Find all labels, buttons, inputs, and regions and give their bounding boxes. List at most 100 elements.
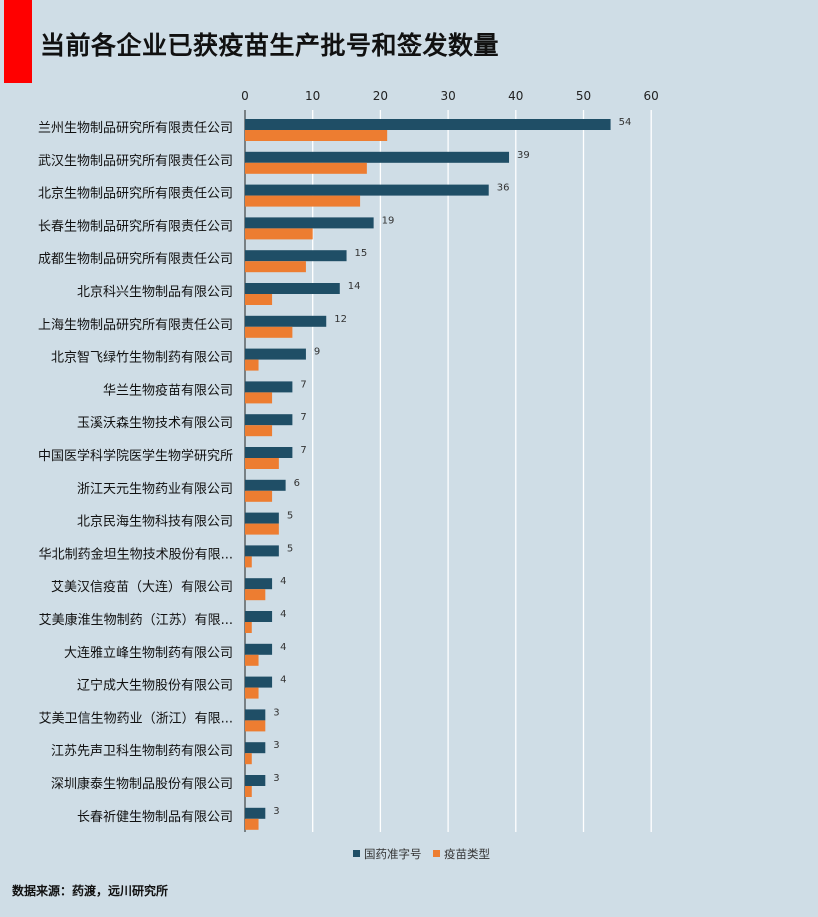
data-label: 5 (287, 511, 293, 522)
x-tick-label: 60 (644, 89, 659, 103)
category-label: 艾美康淮生物制药（江苏）有限... (39, 612, 233, 628)
data-label: 7 (300, 412, 306, 423)
bar-series-1 (245, 676, 273, 688)
bar-series-2 (245, 392, 273, 404)
data-label: 3 (273, 707, 279, 718)
x-tick-label: 0 (241, 89, 249, 103)
bar-series-1 (245, 611, 273, 622)
bar-series-1 (245, 545, 279, 557)
bar-series-2 (245, 589, 266, 601)
category-label: 江苏先声卫科生物制药有限公司 (51, 743, 233, 759)
bar-series-2 (245, 195, 361, 207)
data-label: 3 (273, 773, 279, 784)
x-tick-label: 10 (305, 89, 320, 103)
data-label: 9 (314, 347, 320, 358)
data-label: 4 (280, 576, 286, 587)
x-tick-label: 50 (576, 89, 591, 103)
bar-series-2 (245, 720, 266, 732)
data-label: 7 (300, 445, 306, 456)
bar-series-2 (245, 228, 313, 240)
legend-label-series-2: 疫苗类型 (444, 847, 490, 861)
bar-series-1 (245, 315, 327, 327)
data-label: 7 (300, 379, 306, 390)
category-label: 中国医学科学院医学生物学研究所 (38, 448, 233, 464)
category-label: 辽宁成大生物股份有限公司 (77, 678, 233, 694)
category-label: 大连雅立峰生物制药有限公司 (64, 645, 233, 661)
bar-series-1 (245, 479, 286, 491)
category-label: 武汉生物制品研究所有限责任公司 (38, 154, 233, 169)
bar-series-2 (245, 326, 293, 338)
bar-series-1 (245, 283, 340, 294)
category-label: 艾美汉信疫苗（大连）有限公司 (51, 579, 233, 595)
bar-series-2 (245, 294, 273, 305)
data-label: 15 (355, 248, 368, 259)
x-tick-label: 20 (373, 89, 388, 103)
category-label: 长春祈健生物制品有限公司 (77, 810, 233, 825)
bar-series-2 (245, 818, 259, 830)
bar-series-1 (245, 742, 266, 754)
data-label: 4 (280, 675, 286, 686)
data-label: 3 (273, 740, 279, 751)
category-label: 长春生物制品研究所有限责任公司 (38, 219, 233, 234)
bar-series-2 (245, 130, 388, 141)
bar-series-1 (245, 709, 266, 721)
data-source-note: 数据来源：药渡，远川研究所 (12, 884, 169, 898)
data-label: 12 (334, 314, 347, 325)
category-label: 华兰生物疫苗有限公司 (103, 382, 233, 398)
bar-series-1 (245, 348, 306, 360)
bar-series-2 (245, 622, 252, 633)
category-label: 北京智飞绿竹生物制药有限公司 (51, 351, 233, 366)
data-label: 54 (619, 117, 632, 128)
bar-series-1 (245, 250, 347, 262)
bar-series-1 (245, 217, 374, 229)
bar-series-2 (245, 556, 252, 568)
category-label: 上海生物制品研究所有限责任公司 (38, 318, 233, 333)
data-label: 36 (497, 183, 510, 194)
bar-series-1 (245, 414, 293, 426)
bar-series-1 (245, 512, 279, 524)
x-tick-label: 40 (508, 89, 523, 103)
data-label: 14 (348, 281, 361, 292)
category-label: 北京民海生物科技有限公司 (77, 515, 233, 530)
category-label: 成都生物制品研究所有限责任公司 (38, 252, 233, 267)
chart-title: 当前各企业已获疫苗生产批号和签发数量 (40, 31, 500, 60)
bar-series-2 (245, 458, 279, 469)
category-label: 艾美卫信生物药业（浙江）有限... (39, 711, 233, 726)
category-label: 华北制药金坦生物技术股份有限... (39, 546, 233, 562)
x-tick-label: 30 (440, 89, 455, 103)
bar-series-1 (245, 447, 293, 458)
bar-series-1 (245, 775, 266, 786)
bar-series-1 (245, 119, 611, 130)
bar-series-1 (245, 643, 273, 655)
category-label: 北京科兴生物制品有限公司 (77, 285, 233, 300)
bar-series-2 (245, 523, 279, 535)
bar-series-1 (245, 807, 266, 819)
category-label: 玉溪沃森生物技术有限公司 (77, 416, 233, 431)
bar-series-1 (245, 578, 273, 590)
bar-series-1 (245, 151, 510, 163)
data-label: 6 (294, 478, 300, 489)
bar-series-2 (245, 654, 259, 666)
category-label: 浙江天元生物药业有限公司 (77, 482, 233, 497)
data-label: 39 (517, 150, 530, 161)
bar-series-2 (245, 786, 252, 797)
bar-series-2 (245, 687, 259, 699)
data-label: 4 (280, 642, 286, 653)
bar-series-1 (245, 381, 293, 393)
title-accent-bar (4, 0, 32, 83)
category-label: 北京生物制品研究所有限责任公司 (38, 187, 233, 202)
category-label: 深圳康泰生物制品股份有限公司 (51, 776, 233, 792)
legend-label-series-1: 国药准字号 (364, 847, 422, 861)
bar-series-2 (245, 261, 306, 273)
legend-swatch-series-1 (353, 850, 360, 857)
bar-series-2 (245, 425, 273, 437)
category-label: 兰州生物制品研究所有限责任公司 (38, 121, 233, 136)
bar-series-1 (245, 184, 489, 196)
bar-series-2 (245, 359, 259, 371)
data-label: 4 (280, 609, 286, 620)
data-label: 3 (273, 806, 279, 817)
bar-series-2 (245, 753, 252, 765)
data-label: 5 (287, 543, 293, 554)
legend-swatch-series-2 (433, 850, 440, 857)
